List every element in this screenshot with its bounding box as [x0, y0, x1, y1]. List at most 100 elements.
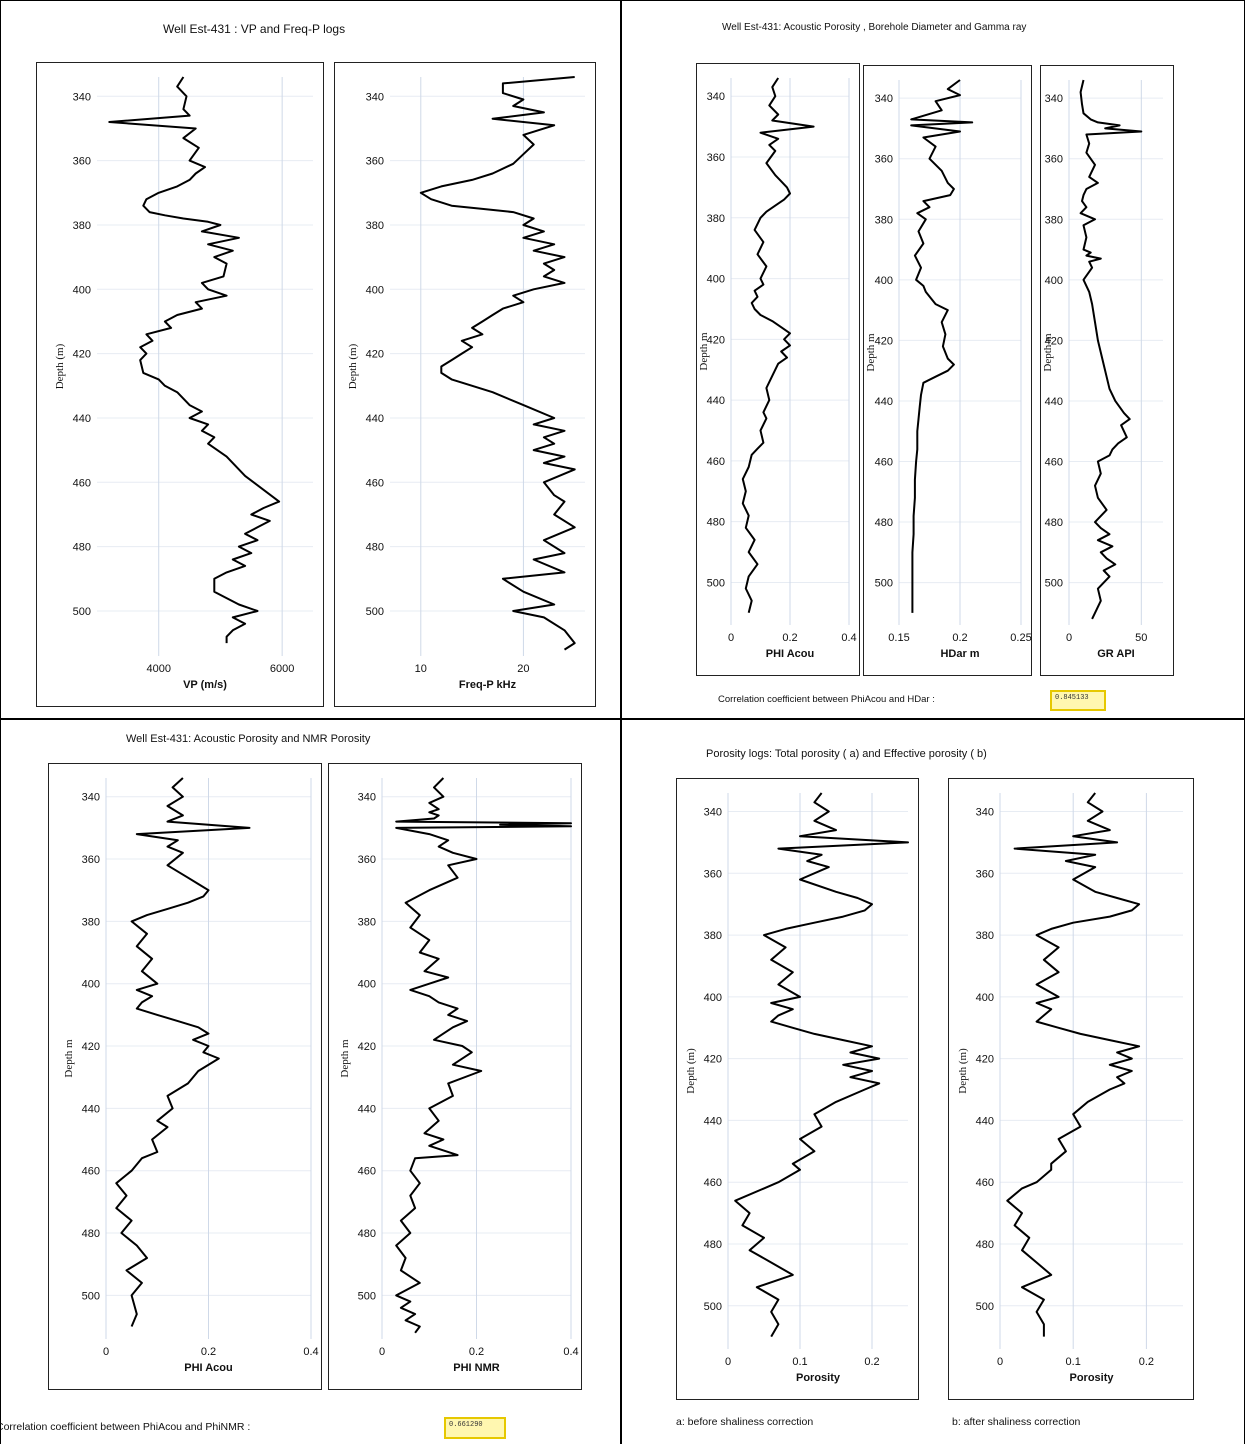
- correlation-note-nmr: Correlation coefficient between PhiAcou …: [0, 1421, 251, 1433]
- y-tick-label: 380: [976, 930, 994, 942]
- y-tick-label: 500: [366, 606, 384, 618]
- x-tick-label: 0.2: [469, 1346, 484, 1358]
- x-tick-label: 0.4: [303, 1346, 318, 1358]
- total-porosity-chart: 340 360 380 400 420 440 460 480 500 0 0.1 0.2 Porosi…: [685, 792, 909, 1384]
- y-tick-label: 380: [366, 220, 384, 232]
- y-tick-label: 340: [704, 807, 722, 819]
- y-tick-label: 340: [976, 807, 994, 819]
- y-tick-label: 360: [976, 868, 994, 880]
- y-tick-label: 360: [1045, 154, 1063, 166]
- y-axis-label: Depth (m): [957, 1048, 969, 1094]
- phi-acou-chart-bottom: 340 360 380 400 420 440 460 480 500 0 0.2 0.4 PHI Ac…: [63, 777, 319, 1374]
- phi-acou-panel-bottom: 340 360 380 400 420 440 460 480 500 0 0.2 0.4 PHI Ac…: [48, 763, 322, 1390]
- x-tick-label: 0.2: [201, 1346, 216, 1358]
- y-tick-label: 460: [976, 1177, 994, 1189]
- y-tick-label: 420: [707, 334, 725, 346]
- y-tick-label: 340: [82, 792, 100, 804]
- log-curve: [1006, 792, 1141, 1337]
- phi-nmr-panel: 340 360 380 400 420 440 460 480 500 0 0.2 0.4 PHI NM…: [328, 763, 582, 1390]
- x-tick-label: 10: [415, 663, 427, 675]
- y-tick-label: 420: [73, 349, 91, 361]
- horizontal-divider: [0, 718, 1245, 720]
- x-tick-label: 0: [1066, 632, 1072, 644]
- y-tick-label: 360: [707, 152, 725, 164]
- x-tick-label: 0.4: [563, 1346, 578, 1358]
- y-tick-label: 500: [976, 1301, 994, 1313]
- x-tick-label: 0.15: [888, 632, 909, 644]
- y-tick-label: 480: [82, 1228, 100, 1240]
- y-tick-label: 400: [366, 284, 384, 296]
- x-axis-label: PHI Acou: [184, 1362, 233, 1374]
- y-tick-label: 480: [704, 1239, 722, 1251]
- log-curve: [419, 76, 576, 651]
- y-axis-label: Depth (m): [347, 343, 359, 389]
- y-tick-label: 500: [704, 1301, 722, 1313]
- chart-title-acoustic-borehole-gamma: Well Est-431: Acoustic Porosity , Boreho…: [722, 22, 1027, 33]
- y-tick-label: 420: [704, 1054, 722, 1066]
- y-tick-label: 480: [707, 517, 725, 529]
- y-tick-label: 400: [976, 992, 994, 1004]
- correlation-value-hdar: 0.845133: [1050, 690, 1106, 711]
- y-tick-label: 460: [73, 477, 91, 489]
- y-tick-label: 440: [73, 413, 91, 425]
- y-axis-label: Depth (m): [54, 343, 66, 389]
- y-tick-label: 340: [73, 91, 91, 103]
- y-tick-label: 340: [366, 91, 384, 103]
- x-axis-label: PHI Acou: [766, 648, 815, 660]
- y-tick-label: 460: [82, 1166, 100, 1178]
- log-curve: [741, 77, 815, 614]
- correlation-note-hdar: Correlation coefficient between PhiAcou …: [718, 694, 935, 705]
- y-tick-label: 440: [707, 395, 725, 407]
- y-tick-label: 400: [707, 274, 725, 286]
- y-tick-label: 400: [1045, 275, 1063, 287]
- y-tick-label: 420: [1045, 335, 1063, 347]
- y-tick-label: 360: [704, 868, 722, 880]
- y-tick-label: 460: [358, 1166, 376, 1178]
- y-tick-label: 400: [875, 275, 893, 287]
- caption-b: b: after shaliness correction: [952, 1416, 1081, 1428]
- y-tick-label: 380: [875, 214, 893, 226]
- y-tick-label: 380: [358, 916, 376, 928]
- correlation-value-nmr: 0.661290: [444, 1417, 506, 1439]
- y-tick-label: 340: [875, 93, 893, 105]
- y-tick-label: 440: [366, 413, 384, 425]
- x-tick-label: 0.1: [792, 1356, 807, 1368]
- x-tick-label: 0.2: [952, 632, 967, 644]
- x-tick-label: 0.1: [1066, 1356, 1081, 1368]
- x-axis-label: Porosity: [1069, 1372, 1114, 1384]
- y-tick-label: 440: [875, 396, 893, 408]
- x-axis-label: VP (m/s): [183, 679, 227, 691]
- y-tick-label: 500: [1045, 578, 1063, 590]
- y-tick-label: 400: [358, 979, 376, 991]
- y-tick-label: 380: [704, 930, 722, 942]
- y-axis-label: Depth m: [63, 1039, 75, 1078]
- y-tick-label: 380: [1045, 214, 1063, 226]
- y-tick-label: 420: [366, 349, 384, 361]
- y-tick-label: 460: [366, 477, 384, 489]
- vp-chart: 340 360 380 400 420 440 460 480 500 4000 6000 VP (m…: [54, 76, 313, 691]
- caption-a: a: before shaliness correction: [676, 1416, 814, 1428]
- phi-acou-panel-top: 340 360 380 400 420 440 460 480 500 0 0.2 0.4 PHI Ac…: [696, 63, 860, 676]
- x-tick-label: 0: [997, 1356, 1003, 1368]
- y-tick-label: 340: [1045, 93, 1063, 105]
- y-tick-label: 380: [73, 220, 91, 232]
- phi-nmr-chart: 340 360 380 400 420 440 460 480 500 0 0.2 0.4 PHI NM…: [339, 777, 579, 1374]
- x-tick-label: 0.2: [1139, 1356, 1154, 1368]
- y-tick-label: 400: [82, 979, 100, 991]
- y-tick-label: 420: [82, 1041, 100, 1053]
- y-tick-label: 500: [358, 1290, 376, 1302]
- x-tick-label: 20: [517, 663, 529, 675]
- y-tick-label: 360: [875, 154, 893, 166]
- x-tick-label: 0.2: [864, 1356, 879, 1368]
- x-tick-label: 0: [103, 1346, 109, 1358]
- chart-title-vp-freq: Well Est-431 : VP and Freq-P logs: [163, 22, 346, 36]
- log-curve: [115, 777, 251, 1327]
- y-axis-label: Depth (m): [685, 1048, 697, 1094]
- y-tick-label: 460: [875, 457, 893, 469]
- y-tick-label: 500: [875, 578, 893, 590]
- x-tick-label: 0: [728, 632, 734, 644]
- y-axis-label: Depth m: [339, 1039, 351, 1078]
- y-tick-label: 360: [366, 156, 384, 168]
- vp-panel: 340 360 380 400 420 440 460 480 500 4000 6000 VP (m…: [36, 62, 324, 707]
- y-tick-label: 440: [704, 1115, 722, 1127]
